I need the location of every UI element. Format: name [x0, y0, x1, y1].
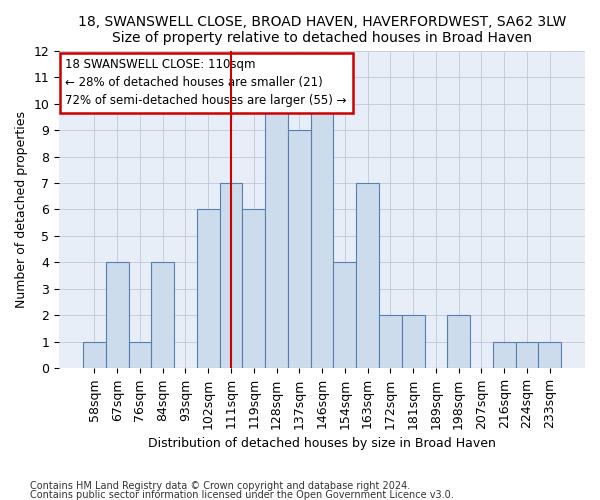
Y-axis label: Number of detached properties: Number of detached properties	[15, 111, 28, 308]
Bar	[242, 210, 265, 368]
Bar	[265, 104, 288, 368]
Bar	[106, 262, 128, 368]
Bar	[538, 342, 561, 368]
X-axis label: Distribution of detached houses by size in Broad Haven: Distribution of detached houses by size …	[148, 437, 496, 450]
Bar	[379, 316, 402, 368]
Bar	[151, 262, 174, 368]
Text: 18 SWANSWELL CLOSE: 110sqm
← 28% of detached houses are smaller (21)
72% of semi: 18 SWANSWELL CLOSE: 110sqm ← 28% of deta…	[65, 58, 347, 108]
Bar	[128, 342, 151, 368]
Bar	[288, 130, 311, 368]
Text: Contains HM Land Registry data © Crown copyright and database right 2024.: Contains HM Land Registry data © Crown c…	[30, 481, 410, 491]
Bar	[447, 316, 470, 368]
Bar	[83, 342, 106, 368]
Text: Contains public sector information licensed under the Open Government Licence v3: Contains public sector information licen…	[30, 490, 454, 500]
Bar	[356, 183, 379, 368]
Bar	[311, 104, 334, 368]
Bar	[220, 183, 242, 368]
Bar	[334, 262, 356, 368]
Bar	[493, 342, 515, 368]
Bar	[515, 342, 538, 368]
Bar	[197, 210, 220, 368]
Title: 18, SWANSWELL CLOSE, BROAD HAVEN, HAVERFORDWEST, SA62 3LW
Size of property relat: 18, SWANSWELL CLOSE, BROAD HAVEN, HAVERF…	[78, 15, 566, 45]
Bar	[402, 316, 425, 368]
